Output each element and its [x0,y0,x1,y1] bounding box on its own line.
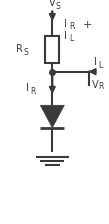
Text: S: S [23,48,28,57]
Bar [45,36,59,63]
Text: I: I [26,84,29,93]
Polygon shape [40,105,64,128]
Text: I: I [64,31,67,41]
Text: V: V [49,0,56,8]
Text: R: R [30,87,36,96]
Text: +: + [83,20,92,30]
Text: R: R [16,44,23,54]
Text: V: V [92,80,99,90]
Text: R: R [69,22,74,31]
Text: L: L [69,34,73,43]
Text: R: R [98,82,104,91]
Text: I: I [64,19,67,29]
Text: S: S [56,2,61,11]
Text: L: L [99,61,103,70]
Text: I: I [94,57,97,67]
